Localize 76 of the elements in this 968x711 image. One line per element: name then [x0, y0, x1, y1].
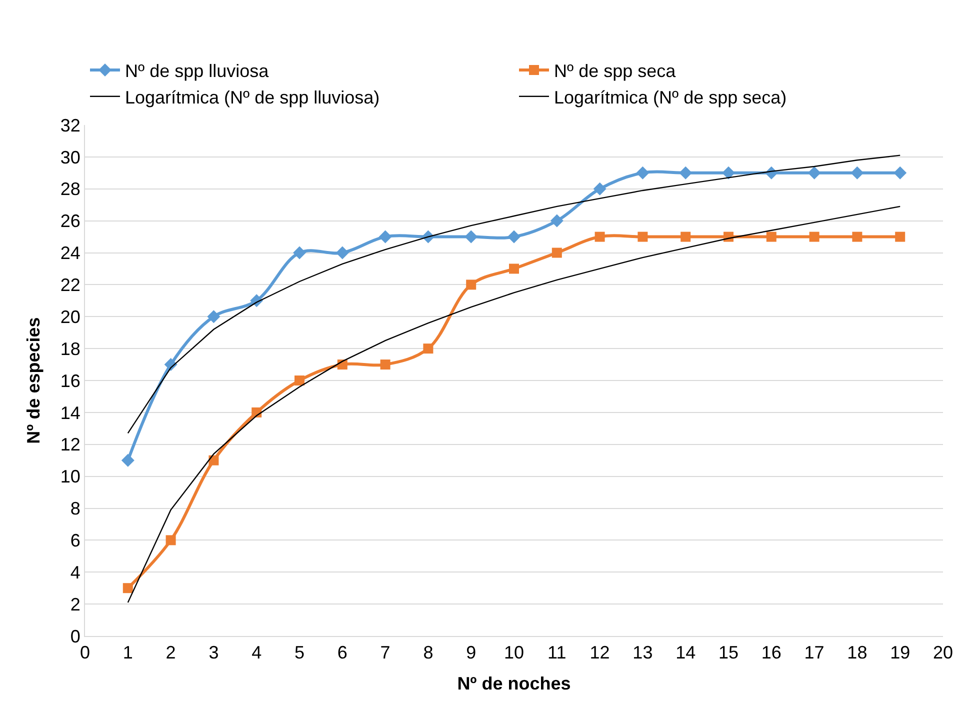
x-tick-label: 8 — [423, 642, 434, 663]
point — [679, 166, 692, 180]
point — [122, 583, 133, 594]
x-tick-label: 19 — [890, 642, 910, 663]
legend-label: Nº de spp seca — [554, 61, 677, 81]
point — [550, 214, 564, 228]
y-tick-label: 12 — [60, 434, 80, 455]
point — [378, 230, 392, 244]
point — [808, 166, 821, 180]
point — [509, 264, 519, 274]
y-tick-label: 28 — [60, 179, 80, 200]
point — [722, 166, 735, 180]
point — [294, 376, 304, 386]
x-tick-label: 2 — [166, 642, 176, 663]
point — [680, 232, 691, 242]
point — [464, 230, 478, 244]
x-tick-label: 14 — [676, 642, 696, 663]
y-tick-label: 16 — [60, 370, 80, 391]
x-tick-label: 11 — [548, 642, 566, 663]
line-series — [127, 154, 901, 434]
point — [336, 246, 349, 260]
point — [423, 344, 434, 354]
x-tick-label: 15 — [718, 642, 739, 663]
y-tick-label: 10 — [60, 466, 80, 487]
x-tick-label: 13 — [632, 642, 653, 663]
x-tick-label: 17 — [804, 642, 824, 663]
point — [121, 454, 134, 467]
point — [252, 407, 262, 418]
x-tick-label: 12 — [590, 642, 610, 663]
point — [380, 360, 390, 370]
y-tick-label: 20 — [60, 306, 80, 327]
y-tick-label: 6 — [70, 530, 80, 550]
y-tick-label: 32 — [60, 115, 80, 136]
x-tick-label: 5 — [294, 642, 305, 663]
x-tick-label: 9 — [466, 642, 476, 663]
x-tick-label: 1 — [122, 642, 133, 663]
point — [638, 232, 648, 242]
x-tick-label: 3 — [208, 642, 219, 663]
x-tick-label: 7 — [380, 642, 390, 663]
y-tick-label: 2 — [70, 594, 80, 614]
y-tick-label: 26 — [60, 211, 80, 232]
x-tick-label: 4 — [252, 642, 262, 663]
point — [166, 535, 176, 546]
point — [852, 232, 862, 242]
point — [894, 166, 907, 180]
x-tick-label: 18 — [847, 642, 868, 663]
point — [850, 166, 864, 180]
y-tick-label: 14 — [60, 402, 80, 423]
x-tick-label: 6 — [337, 642, 348, 663]
point — [809, 232, 820, 242]
y-axis-title: Nº de especies — [24, 317, 44, 444]
point — [895, 232, 906, 242]
legend-label: Logarítmica (Nº de spp lluviosa) — [125, 87, 380, 108]
y-tick-label: 8 — [70, 498, 80, 519]
y-tick-label: 4 — [70, 562, 80, 582]
y-tick-label: 24 — [60, 243, 80, 264]
x-tick-label: 20 — [932, 642, 954, 663]
point — [508, 230, 520, 244]
x-tick-label: 10 — [504, 642, 524, 663]
point — [207, 310, 220, 324]
point — [466, 280, 476, 290]
legend-label: Logarítmica (Nº de spp seca) — [554, 87, 787, 108]
y-tick-label: 30 — [60, 147, 80, 168]
y-tick-label: 18 — [60, 338, 80, 359]
x-axis-title: Nº de noches — [457, 674, 571, 694]
point — [593, 182, 606, 196]
y-tick-label: 22 — [60, 274, 80, 295]
point — [766, 232, 776, 242]
point — [636, 166, 650, 180]
point — [293, 246, 306, 260]
x-tick-label: 16 — [761, 642, 782, 663]
point — [552, 248, 562, 258]
y-tick-label: 0 — [70, 626, 80, 646]
point — [594, 232, 605, 242]
point — [208, 455, 219, 466]
legend-label: Nº de spp lluviosa — [125, 61, 270, 81]
